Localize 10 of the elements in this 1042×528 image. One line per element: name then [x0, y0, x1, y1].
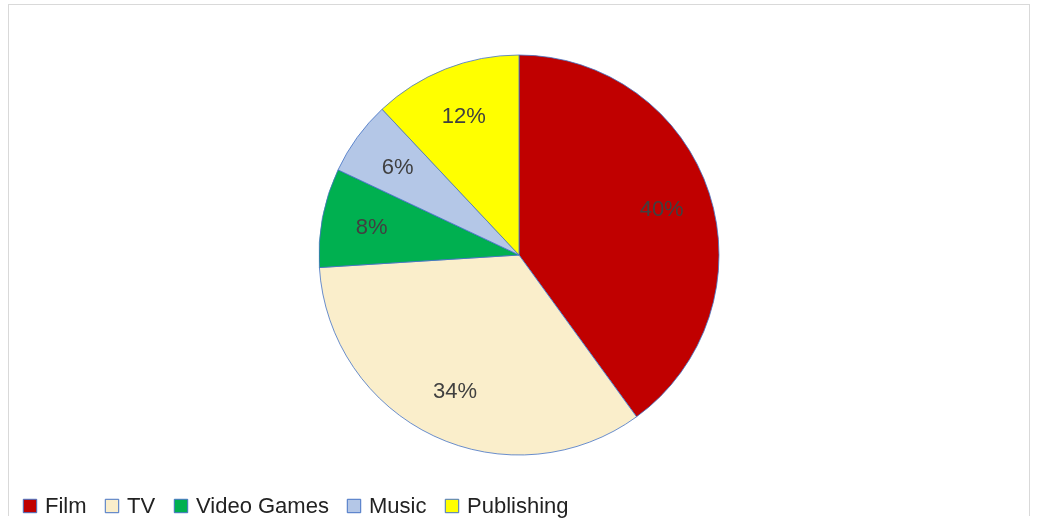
legend-label: Video Games	[196, 493, 329, 518]
data-label: 34%	[433, 377, 478, 403]
legend-label: Publishing	[467, 493, 569, 518]
legend-label: TV	[127, 493, 156, 518]
legend-label: Film	[45, 493, 87, 518]
legend-label: Music	[369, 493, 427, 518]
data-label: 8%	[355, 213, 388, 239]
data-label: 6%	[381, 153, 414, 179]
data-label: 12%	[441, 102, 486, 128]
data-label: 40%	[639, 195, 684, 221]
